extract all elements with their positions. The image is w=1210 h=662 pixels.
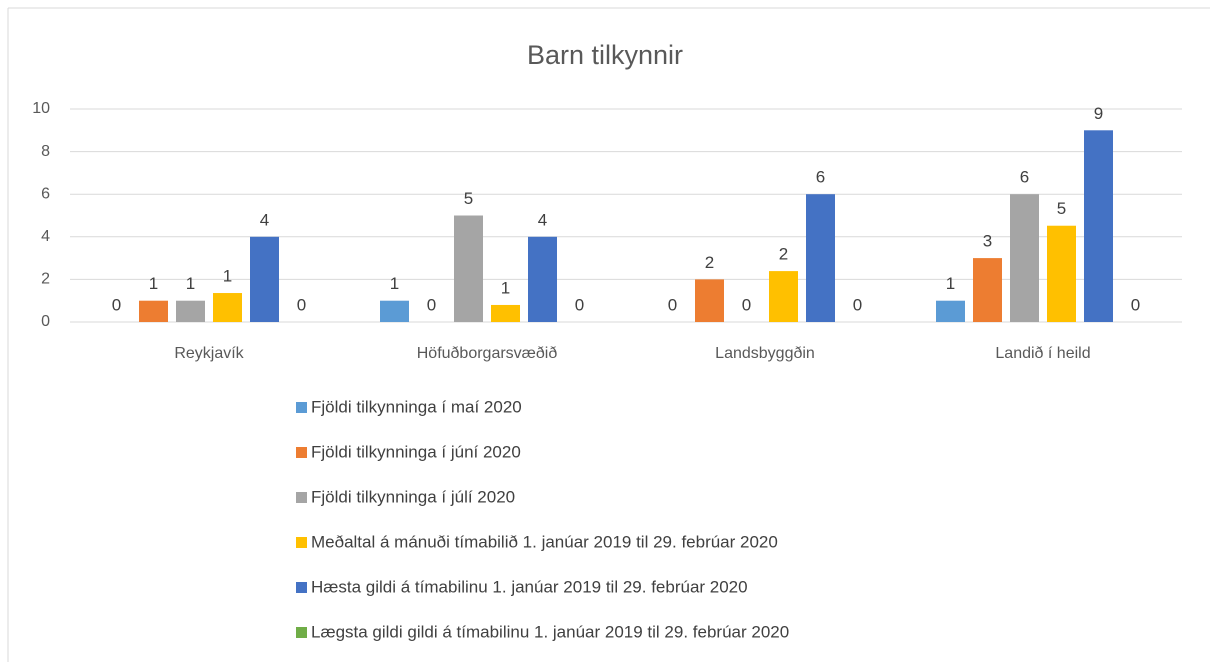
data-label: 0	[742, 295, 751, 314]
bar	[973, 258, 1002, 322]
bar	[380, 300, 409, 322]
x-tick-label: Landið í heild	[995, 345, 1090, 362]
legend-swatch	[296, 537, 307, 548]
y-tick-label: 0	[41, 313, 50, 330]
data-label: 1	[186, 274, 195, 293]
data-label: 3	[983, 232, 992, 251]
data-label: 1	[390, 274, 399, 293]
data-label: 0	[112, 295, 121, 314]
data-label: 2	[705, 253, 714, 272]
bar	[695, 279, 724, 322]
bar	[213, 293, 242, 322]
legend-label: Fjöldi tilkynninga í maí 2020	[311, 397, 522, 416]
legend-swatch	[296, 447, 307, 458]
data-label: 9	[1094, 104, 1103, 123]
y-tick-label: 10	[32, 100, 50, 117]
legend-label: Meðaltal á mánuði tímabilið 1. janúar 20…	[311, 532, 778, 551]
bar	[1084, 130, 1113, 322]
legend-label: Lægsta gildi gildi á tímabilinu 1. janúa…	[311, 622, 789, 641]
data-label: 0	[668, 295, 677, 314]
bar	[176, 300, 205, 322]
data-label: 0	[853, 295, 862, 314]
data-label: 1	[149, 274, 158, 293]
data-label: 4	[538, 210, 547, 229]
legend-label: Hæsta gildi á tímabilinu 1. janúar 2019 …	[311, 577, 748, 596]
y-tick-label: 6	[41, 185, 50, 202]
x-tick-label: Landsbyggðin	[715, 345, 815, 362]
legend-swatch	[296, 402, 307, 413]
bar	[528, 236, 557, 322]
x-tick-label: Höfuðborgarsvæðið	[417, 345, 558, 362]
bar	[936, 300, 965, 322]
bar	[250, 236, 279, 322]
data-label: 5	[1057, 199, 1066, 218]
y-tick-label: 8	[41, 143, 50, 160]
x-tick-label: Reykjavík	[174, 345, 244, 362]
legend-label: Fjöldi tilkynninga í júní 2020	[311, 442, 521, 461]
legend-swatch	[296, 582, 307, 593]
data-label: 0	[297, 295, 306, 314]
bar	[769, 271, 798, 322]
legend-swatch	[296, 492, 307, 503]
data-label: 6	[1020, 168, 1029, 187]
data-label: 1	[223, 267, 232, 286]
data-label: 6	[816, 168, 825, 187]
data-label: 0	[1131, 295, 1140, 314]
data-label: 1	[501, 278, 510, 297]
bar	[139, 300, 168, 322]
bar	[1010, 194, 1039, 322]
data-label: 4	[260, 210, 269, 229]
data-label: 1	[946, 274, 955, 293]
bar	[806, 194, 835, 322]
bar	[491, 304, 520, 322]
chart-title: Barn tilkynnir	[527, 40, 683, 70]
bar	[454, 215, 483, 322]
data-label: 0	[427, 295, 436, 314]
legend-label: Fjöldi tilkynninga í júlí 2020	[311, 487, 515, 506]
legend-swatch	[296, 627, 307, 638]
data-label: 5	[464, 189, 473, 208]
data-label: 2	[779, 245, 788, 264]
y-tick-label: 4	[41, 228, 50, 245]
y-tick-label: 2	[41, 271, 50, 288]
data-label: 0	[575, 295, 584, 314]
bar	[1047, 225, 1076, 322]
